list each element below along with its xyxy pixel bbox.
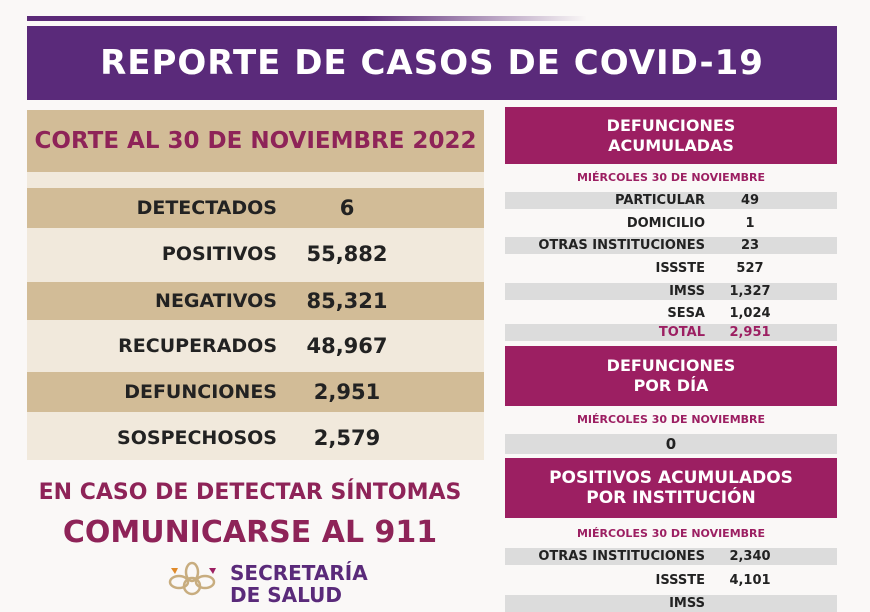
deaths-cumulative-header: DEFUNCIONES ACUMULADAS <box>505 107 837 164</box>
row-label: DETECTADOS <box>136 197 277 219</box>
flower-logo-icon <box>168 561 216 596</box>
row-label: IMSS <box>669 596 705 611</box>
summary-row: RECUPERADOS 48,967 <box>27 324 484 368</box>
page-title: REPORTE DE CASOS DE COVID-19 <box>27 26 837 100</box>
org-name: SECRETARÍA DE SALUD <box>230 562 368 606</box>
deaths-daily-header: DEFUNCIONES POR DÍA <box>505 346 837 406</box>
row-value: 1,327 <box>729 284 771 299</box>
row-value: 48,967 <box>306 334 388 358</box>
header-line: POR INSTITUCIÓN <box>586 488 756 508</box>
row-label: OTRAS INSTITUCIONES <box>538 549 705 564</box>
table-row: IMSS <box>505 595 837 612</box>
summary-row: NEGATIVOS 85,321 <box>27 282 484 320</box>
table-row: OTRAS INSTITUCIONES 23 <box>505 237 837 254</box>
row-label: POSITIVOS <box>161 243 277 265</box>
summary-panel: CORTE AL 30 DE NOVIEMBRE 2022 DETECTADOS… <box>27 110 484 460</box>
summary-row: DETECTADOS 6 <box>27 188 484 228</box>
row-label: SOSPECHOSOS <box>117 427 277 449</box>
summary-row: SOSPECHOSOS 2,579 <box>27 416 484 460</box>
row-value: 6 <box>339 196 355 220</box>
row-value: 2,951 <box>313 380 381 404</box>
call-911-message: COMUNICARSE AL 911 <box>62 515 438 550</box>
row-label: NEGATIVOS <box>155 290 277 312</box>
row-label: OTRAS INSTITUCIONES <box>538 238 705 253</box>
org-line: SECRETARÍA <box>230 561 368 585</box>
table-row: SESA 1,024 <box>505 305 837 322</box>
row-value: 527 <box>736 261 764 276</box>
spacer-row <box>27 172 484 188</box>
positives-header: POSITIVOS ACUMULADOS POR INSTITUCIÓN <box>505 458 837 518</box>
row-label: PARTICULAR <box>615 193 705 208</box>
row-value: 49 <box>740 193 760 208</box>
table-row: ISSSTE 527 <box>505 260 837 277</box>
org-line: DE SALUD <box>230 583 342 607</box>
row-label: RECUPERADOS <box>118 335 277 357</box>
cutoff-date: CORTE AL 30 DE NOVIEMBRE 2022 <box>27 110 484 172</box>
row-label: DOMICILIO <box>626 216 705 231</box>
row-value: 4,101 <box>729 573 771 588</box>
row-value: 23 <box>740 238 760 253</box>
table-row: ISSSTE 4,101 <box>505 572 837 589</box>
top-accent-bar <box>27 16 587 21</box>
header-line: DEFUNCIONES <box>606 356 736 375</box>
deaths-daily-date: MIÉRCOLES 30 DE NOVIEMBRE <box>576 413 766 426</box>
deaths-cumulative-date: MIÉRCOLES 30 DE NOVIEMBRE <box>576 171 766 184</box>
symptoms-message: EN CASO DE DETECTAR SÍNTOMAS <box>38 480 462 505</box>
row-label: ISSSTE <box>655 261 705 276</box>
row-label: TOTAL <box>658 325 705 340</box>
row-label: DEFUNCIONES <box>124 381 277 403</box>
row-value: 2,340 <box>729 549 771 564</box>
total-row: TOTAL 2,951 <box>505 324 837 341</box>
row-label: ISSSTE <box>655 573 705 588</box>
positives-date: MIÉRCOLES 30 DE NOVIEMBRE <box>576 527 766 540</box>
table-row: IMSS 1,327 <box>505 283 837 300</box>
row-label: SESA <box>667 306 705 321</box>
table-row: OTRAS INSTITUCIONES 2,340 <box>505 548 837 565</box>
deaths-daily-value: 0 <box>505 434 837 454</box>
row-value: 1,024 <box>729 306 771 321</box>
header-line: POSITIVOS ACUMULADOS <box>549 468 793 488</box>
header-line: POR DÍA <box>633 376 709 395</box>
summary-row: DEFUNCIONES 2,951 <box>27 372 484 412</box>
header-line: ACUMULADAS <box>608 135 734 155</box>
summary-row: POSITIVOS 55,882 <box>27 232 484 276</box>
row-value: 2,579 <box>313 426 381 450</box>
row-label: IMSS <box>669 284 705 299</box>
row-value: 2,951 <box>729 325 771 340</box>
table-row: PARTICULAR 49 <box>505 192 837 209</box>
table-row: DOMICILIO 1 <box>505 215 837 232</box>
row-value: 85,321 <box>306 289 388 313</box>
row-value: 55,882 <box>306 242 388 266</box>
row-value: 1 <box>745 216 755 231</box>
header-line: DEFUNCIONES <box>606 115 736 135</box>
